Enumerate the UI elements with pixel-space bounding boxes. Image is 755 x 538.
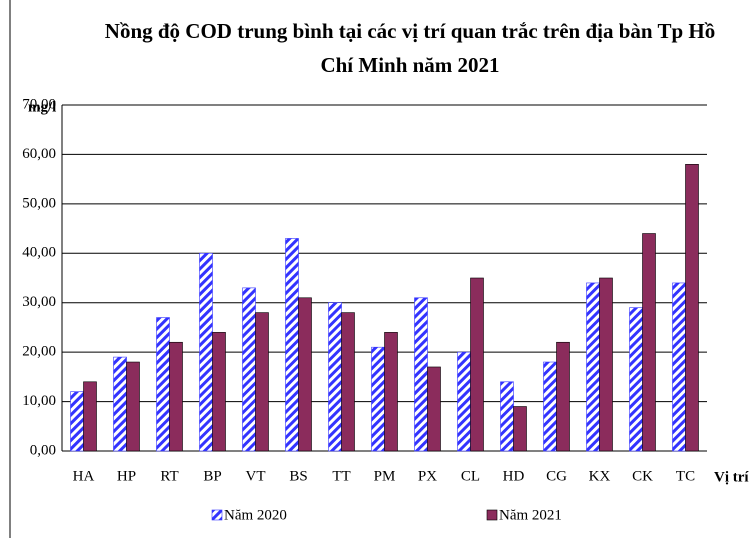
bar <box>685 164 699 452</box>
x-tick-label: HP <box>117 468 136 484</box>
y-tick-label: 30,00 <box>22 294 56 310</box>
legend-swatch <box>486 509 498 521</box>
x-tick-label: TT <box>332 468 350 484</box>
x-tick-label: HD <box>503 468 525 484</box>
x-tick-label: BP <box>203 468 221 484</box>
bar <box>414 297 428 452</box>
y-tick-label: 70,00 <box>22 96 56 112</box>
legend-swatch <box>211 509 223 521</box>
bar <box>242 287 256 452</box>
bar <box>285 238 299 452</box>
x-tick-label: CL <box>461 468 480 484</box>
x-tick-label: VT <box>246 468 266 484</box>
x-tick-label: HA <box>73 468 95 484</box>
legend-label: Năm 2021 <box>499 507 562 523</box>
bar <box>599 277 613 452</box>
y-tick-label: 0,00 <box>30 442 56 458</box>
y-tick-label: 60,00 <box>22 146 56 162</box>
x-tick-label: RT <box>160 468 178 484</box>
y-tick-label: 20,00 <box>22 344 56 360</box>
bar <box>298 297 312 452</box>
x-tick-label: PX <box>418 468 437 484</box>
x-axis-label: Vị trí <box>714 469 749 485</box>
bar <box>543 361 557 452</box>
bar <box>457 351 471 452</box>
bar <box>126 361 140 452</box>
x-tick-label: TC <box>676 468 695 484</box>
bar <box>384 332 398 452</box>
x-tick-label: BS <box>289 468 307 484</box>
bar <box>70 391 84 452</box>
bar <box>672 282 686 452</box>
chart-title: Nồng độ COD trung bình tại các vị trí qu… <box>104 19 716 77</box>
bar <box>470 277 484 452</box>
y-tick-label: 40,00 <box>22 245 56 261</box>
bar <box>156 317 170 452</box>
x-tick-label: PM <box>374 468 396 484</box>
y-tick-label: 10,00 <box>22 393 56 409</box>
y-axis-label: mg/l <box>28 99 56 115</box>
bar <box>642 233 656 452</box>
x-tick-label: CK <box>632 468 653 484</box>
bar <box>199 252 213 452</box>
legend-label: Năm 2020 <box>224 507 287 523</box>
bar <box>629 307 643 452</box>
bar <box>169 341 183 452</box>
y-tick-label: 50,00 <box>22 195 56 211</box>
bar <box>586 282 600 452</box>
bar <box>328 302 342 452</box>
bar <box>212 332 226 452</box>
bar <box>83 381 97 452</box>
bar <box>113 356 127 452</box>
bar <box>427 366 441 452</box>
x-tick-label: KX <box>589 468 611 484</box>
bar <box>556 341 570 452</box>
bar <box>341 312 355 452</box>
x-tick-label: CG <box>546 468 567 484</box>
bar <box>255 312 269 452</box>
bar <box>500 381 514 452</box>
bar <box>371 346 385 452</box>
bar <box>513 406 527 452</box>
